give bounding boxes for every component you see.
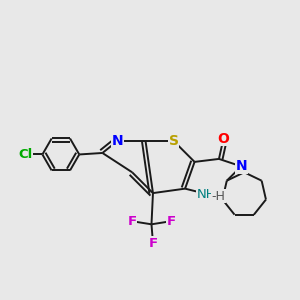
Text: NH: NH (197, 188, 216, 201)
Text: Cl: Cl (18, 148, 33, 161)
Text: F: F (148, 236, 158, 250)
FancyBboxPatch shape (149, 239, 157, 247)
Text: -H: -H (212, 190, 225, 202)
FancyBboxPatch shape (201, 190, 217, 199)
Text: N: N (112, 134, 123, 148)
FancyBboxPatch shape (22, 150, 32, 159)
FancyBboxPatch shape (113, 137, 122, 145)
FancyBboxPatch shape (237, 162, 245, 170)
FancyBboxPatch shape (169, 136, 178, 146)
FancyBboxPatch shape (220, 135, 227, 142)
FancyBboxPatch shape (129, 218, 136, 225)
Text: F: F (127, 215, 136, 228)
Text: S: S (169, 134, 179, 148)
Text: O: O (218, 132, 230, 146)
Text: N: N (236, 159, 247, 173)
FancyBboxPatch shape (167, 218, 174, 225)
Text: F: F (167, 215, 176, 228)
